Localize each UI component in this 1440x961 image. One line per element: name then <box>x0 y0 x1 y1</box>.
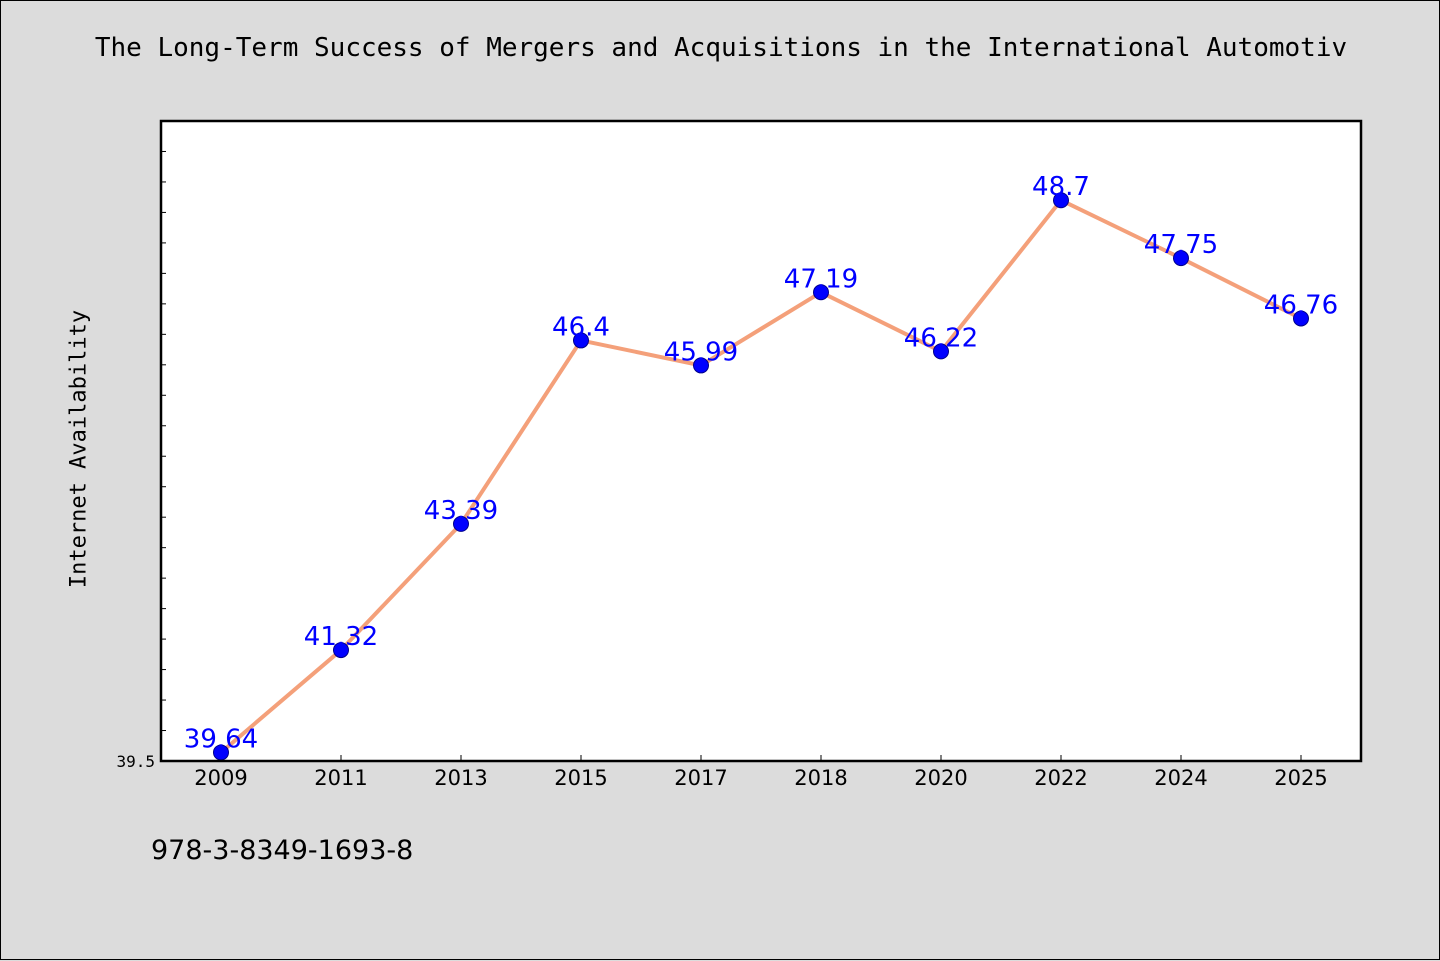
data-point <box>333 642 349 659</box>
data-label: 46.76 <box>1264 290 1338 320</box>
x-tick-label: 2015 <box>554 766 607 790</box>
x-tick-label: 2009 <box>194 766 247 790</box>
x-tick-label: 2017 <box>674 766 727 790</box>
x-tick-label: 2013 <box>434 766 487 790</box>
data-label: 43.39 <box>424 496 498 526</box>
series-line <box>219 198 1303 755</box>
x-tick-label: 2024 <box>1154 766 1207 790</box>
x-tick-label: 2018 <box>794 766 847 790</box>
data-point <box>933 343 949 360</box>
data-label: 45.99 <box>664 337 738 367</box>
data-label: 41.32 <box>304 622 378 652</box>
data-label: 46.4 <box>552 312 610 342</box>
data-point <box>813 284 829 301</box>
data-label: 48.7 <box>1032 172 1090 202</box>
data-label: 47.19 <box>784 264 858 294</box>
data-label: 39.64 <box>184 724 258 754</box>
data-point <box>1293 310 1309 327</box>
x-tick-label: 2022 <box>1034 766 1087 790</box>
plot-border <box>159 119 1363 763</box>
data-point <box>1053 192 1069 209</box>
plot-area <box>161 121 1361 761</box>
footer-code: 978-3-8349-1693-8 <box>151 835 414 866</box>
data-point <box>453 515 469 532</box>
data-point <box>573 332 589 349</box>
data-point <box>1173 250 1189 267</box>
data-label: 47.75 <box>1144 230 1218 260</box>
x-tick-label: 2025 <box>1274 766 1327 790</box>
chart-title: The Long-Term Success of Mergers and Acq… <box>94 33 1348 63</box>
data-label: 46.22 <box>904 323 978 353</box>
data-point <box>693 357 709 374</box>
y-tick-label: 39.5 <box>116 752 155 771</box>
x-tick-label: 2020 <box>914 766 967 790</box>
x-tick-label: 2011 <box>314 766 367 790</box>
